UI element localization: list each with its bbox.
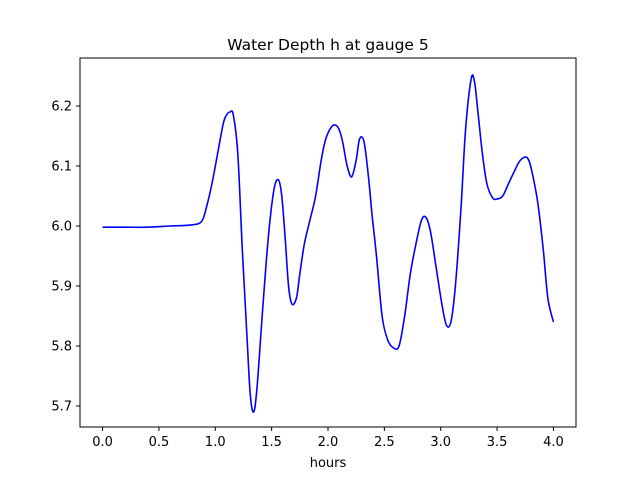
y-axis: 5.7 5.8 5.9 6.0 6.1 6.2 xyxy=(51,100,80,415)
x-tick-label: 3.5 xyxy=(487,435,508,450)
x-axis-label: hours xyxy=(310,456,347,471)
y-tick-label: 5.9 xyxy=(51,280,72,295)
y-tick-label: 6.0 xyxy=(51,220,72,235)
x-tick-label: 0.0 xyxy=(92,435,113,450)
x-tick-label: 0.5 xyxy=(149,435,170,450)
chart-title: Water Depth h at gauge 5 xyxy=(227,36,428,54)
series-line xyxy=(102,74,555,413)
x-tick-label: 2.5 xyxy=(374,435,395,450)
x-tick-label: 1.0 xyxy=(205,435,226,450)
axes-frame xyxy=(79,57,577,428)
x-tick-label: 2.0 xyxy=(318,435,339,450)
y-tick-label: 5.8 xyxy=(51,340,72,355)
y-tick-label: 6.1 xyxy=(51,160,72,175)
y-tick-label: 5.7 xyxy=(51,400,72,415)
x-axis: 0.0 0.5 1.0 1.5 2.0 2.5 3.0 3.5 4.0 xyxy=(92,427,564,450)
plot-area xyxy=(102,74,555,413)
x-tick-label: 1.5 xyxy=(261,435,282,450)
x-tick-label: 4.0 xyxy=(543,435,564,450)
x-tick-label: 3.0 xyxy=(430,435,451,450)
y-tick-label: 6.2 xyxy=(51,100,72,115)
